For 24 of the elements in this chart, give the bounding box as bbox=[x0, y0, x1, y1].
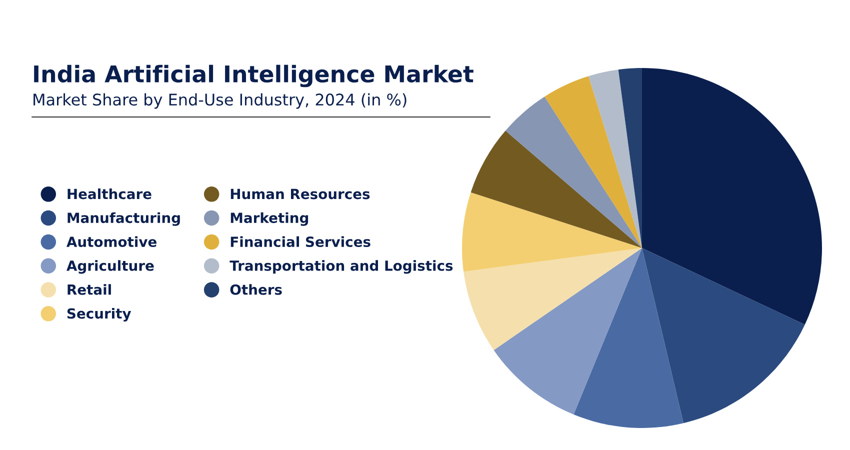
pie-slice bbox=[494, 248, 642, 415]
pie-slice bbox=[470, 130, 642, 248]
legend-label: Marketing bbox=[230, 212, 308, 226]
legend-label: Agriculture bbox=[66, 260, 154, 274]
legend-label: Human Resources bbox=[230, 188, 370, 200]
pie-slice bbox=[544, 76, 642, 248]
legend-label: Financial Services bbox=[230, 236, 370, 248]
pie-slice bbox=[588, 70, 642, 248]
pie-slice bbox=[574, 248, 684, 428]
legend-label: Manufacturing bbox=[68, 212, 180, 226]
legend-label: Transportation and Logistics bbox=[230, 260, 453, 274]
legend-label: Automotive bbox=[66, 236, 156, 248]
pie-slice bbox=[642, 248, 805, 424]
pie-slice bbox=[642, 68, 822, 325]
pie-slice bbox=[505, 96, 642, 248]
pie-slice bbox=[464, 248, 642, 350]
pie-slice bbox=[462, 192, 642, 272]
text: Market Share by End-Use Industry, 2024 (in %) bbox=[34, 93, 406, 109]
legend-label: Others bbox=[230, 284, 282, 295]
legend-label: Security bbox=[67, 308, 132, 322]
pie-slice bbox=[618, 68, 642, 248]
chart-title: India Artificial Intelligence Market bbox=[34, 64, 474, 88]
legend-label: Healthcare bbox=[68, 188, 152, 200]
legend-label: Retail bbox=[68, 284, 111, 295]
